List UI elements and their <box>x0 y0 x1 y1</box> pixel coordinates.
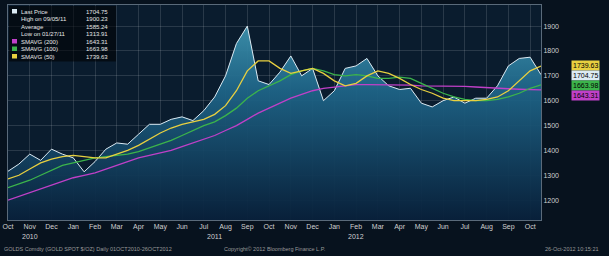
svg-text:Dec: Dec <box>306 223 319 230</box>
svg-text:Jul: Jul <box>199 223 208 230</box>
svg-text:1900: 1900 <box>543 23 559 30</box>
svg-text:Jul: Jul <box>460 223 469 230</box>
svg-text:1585.24: 1585.24 <box>86 24 108 30</box>
svg-text:1400: 1400 <box>543 147 559 154</box>
svg-text:1663.98: 1663.98 <box>573 82 598 89</box>
svg-text:Apr: Apr <box>394 223 406 231</box>
svg-text:1704.75: 1704.75 <box>573 72 598 79</box>
svg-text:GOLDS Comdty (GOLD SPOT $/OZ): GOLDS Comdty (GOLD SPOT $/OZ) Daily 01OC… <box>4 246 172 252</box>
svg-text:1643.31: 1643.31 <box>573 92 598 99</box>
svg-text:SMAVG (100): SMAVG (100) <box>21 46 58 52</box>
svg-text:1739.63: 1739.63 <box>86 54 108 60</box>
svg-text:2010: 2010 <box>22 233 38 240</box>
svg-text:2011: 2011 <box>207 233 222 240</box>
svg-text:1900.23: 1900.23 <box>86 16 108 22</box>
svg-text:May: May <box>154 223 168 231</box>
svg-text:Last Price: Last Price <box>21 9 48 15</box>
svg-text:1500: 1500 <box>543 122 559 129</box>
svg-text:Sep: Sep <box>241 223 254 231</box>
svg-text:Dec: Dec <box>45 223 58 230</box>
svg-text:Mar: Mar <box>111 223 124 230</box>
svg-text:1739.63: 1739.63 <box>573 62 598 69</box>
svg-text:Copyright© 2012 Bloomberg Fina: Copyright© 2012 Bloomberg Finance L.P. <box>224 246 326 252</box>
svg-text:Oct: Oct <box>264 223 275 230</box>
svg-text:1800: 1800 <box>543 47 559 54</box>
svg-text:1313.91: 1313.91 <box>86 31 108 37</box>
svg-text:1200: 1200 <box>543 197 559 204</box>
svg-text:SMAVG (200): SMAVG (200) <box>21 39 58 45</box>
svg-text:1663.98: 1663.98 <box>86 46 108 52</box>
svg-text:Aug: Aug <box>219 223 232 231</box>
svg-text:Average: Average <box>21 24 44 30</box>
svg-text:Oct: Oct <box>3 223 14 230</box>
svg-text:26-Oct-2012 10:15:21: 26-Oct-2012 10:15:21 <box>545 246 599 252</box>
svg-text:2012: 2012 <box>348 233 364 240</box>
svg-text:Nov: Nov <box>24 223 37 230</box>
svg-text:1300: 1300 <box>543 172 559 179</box>
svg-text:Nov: Nov <box>285 223 298 230</box>
svg-text:SMAVG (50): SMAVG (50) <box>21 54 55 60</box>
svg-text:Feb: Feb <box>350 223 362 230</box>
svg-text:1643.31: 1643.31 <box>86 39 108 45</box>
svg-text:Low on 01/27/11: Low on 01/27/11 <box>21 31 66 37</box>
svg-text:Jun: Jun <box>176 223 187 230</box>
svg-text:Feb: Feb <box>89 223 101 230</box>
svg-text:Aug: Aug <box>480 223 493 231</box>
svg-text:High on 09/05/11: High on 09/05/11 <box>21 16 67 22</box>
svg-text:May: May <box>415 223 429 231</box>
svg-text:Oct: Oct <box>525 223 536 230</box>
svg-text:Apr: Apr <box>133 223 145 231</box>
svg-text:1700: 1700 <box>543 72 559 79</box>
svg-text:Jan: Jan <box>329 223 340 230</box>
svg-text:1600: 1600 <box>543 97 559 104</box>
svg-text:1704.75: 1704.75 <box>86 9 108 15</box>
svg-text:Jan: Jan <box>68 223 79 230</box>
svg-text:Sep: Sep <box>502 223 515 231</box>
svg-text:Jun: Jun <box>437 223 448 230</box>
svg-text:Mar: Mar <box>372 223 385 230</box>
